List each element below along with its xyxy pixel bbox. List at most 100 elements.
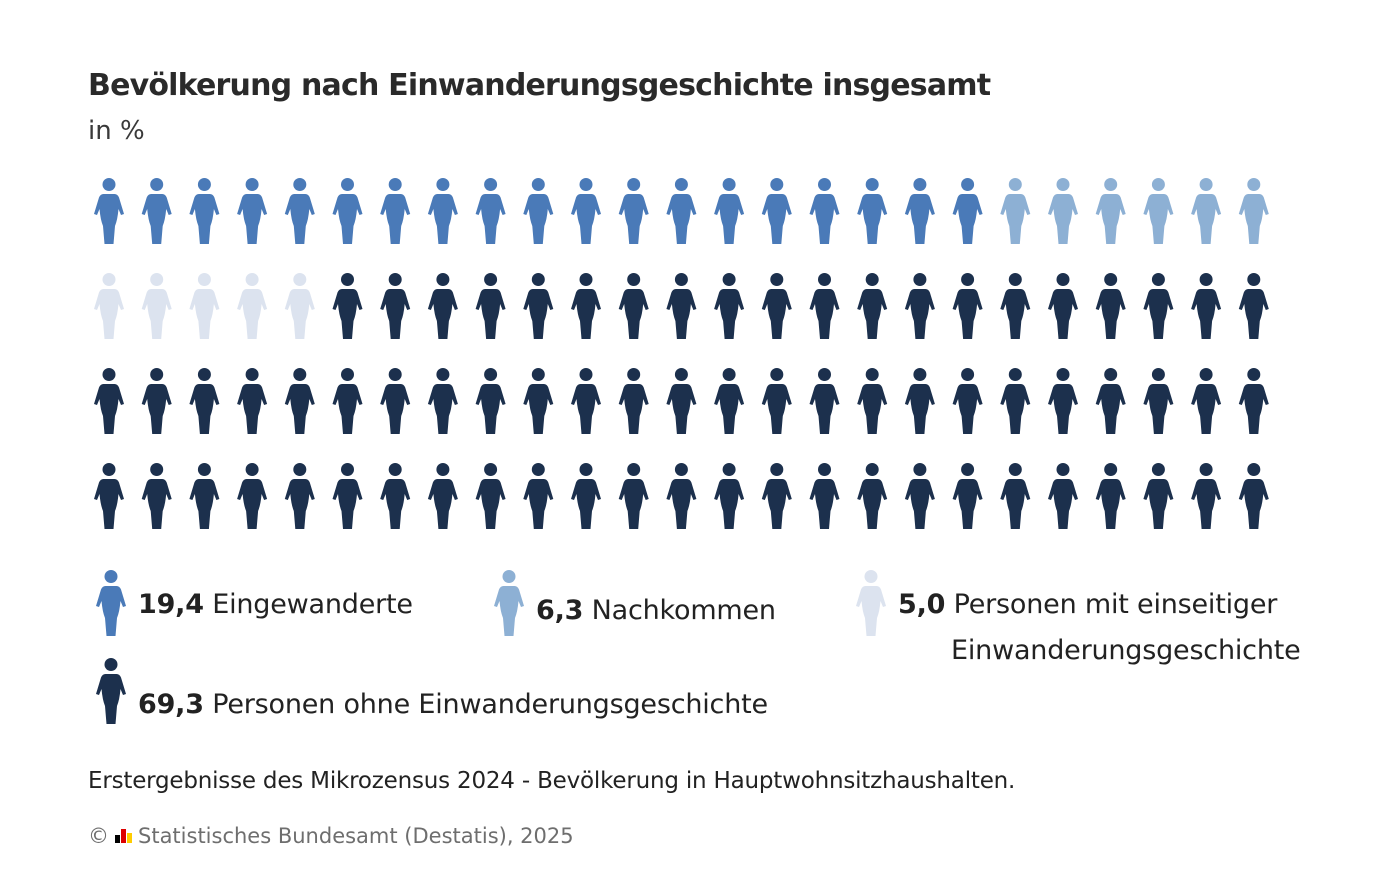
person-body: [96, 586, 126, 636]
person-head: [102, 178, 116, 191]
person-body: [857, 384, 888, 434]
person-head: [1056, 273, 1070, 286]
person-head: [484, 273, 498, 286]
person-icon: [1238, 368, 1269, 434]
person-icon: [618, 273, 649, 339]
person-icon: [475, 273, 506, 339]
person-body: [952, 194, 983, 244]
person-icon: [475, 368, 506, 434]
person-head: [1247, 463, 1261, 476]
person-body: [1048, 479, 1078, 529]
person-head: [865, 273, 879, 286]
person-head: [627, 178, 641, 191]
person-head: [293, 178, 307, 191]
person-body: [475, 479, 506, 529]
person-head: [436, 463, 450, 476]
logo-bar-red: [121, 829, 126, 843]
person-body: [189, 479, 220, 529]
person-icon: [1095, 463, 1126, 529]
person-body: [1143, 289, 1174, 339]
person-body: [94, 479, 124, 529]
person-body: [475, 194, 506, 244]
chart-title: Bevölkerung nach Einwanderungsgeschichte…: [88, 68, 991, 103]
person-body: [761, 289, 792, 339]
person-body: [571, 289, 601, 339]
person-icon: [189, 178, 220, 244]
person-icon: [857, 463, 888, 529]
person-body: [857, 479, 888, 529]
person-icon: [571, 463, 601, 529]
person-head: [293, 463, 307, 476]
person-body: [618, 479, 649, 529]
person-icon: [141, 178, 172, 244]
person-icon: [380, 463, 411, 529]
person-icon: [1095, 178, 1126, 244]
person-head: [102, 273, 116, 286]
person-icon: [141, 368, 172, 434]
person-icon: [237, 368, 268, 434]
person-head: [531, 463, 545, 476]
person-icon: [666, 178, 697, 244]
person-icon: [1191, 463, 1222, 529]
person-body: [141, 479, 172, 529]
person-body: [952, 289, 983, 339]
person-head: [531, 178, 545, 191]
person-icon: [523, 463, 554, 529]
person-head: [150, 178, 164, 191]
person-body: [1191, 194, 1222, 244]
person-body: [1048, 289, 1078, 339]
person-icon: [94, 463, 124, 529]
person-head: [913, 368, 927, 381]
person-icon: [1000, 368, 1031, 434]
person-icon: [237, 273, 268, 339]
person-icon: [761, 368, 792, 434]
person-head: [245, 273, 259, 286]
person-head: [1008, 463, 1022, 476]
person-head: [674, 368, 688, 381]
legend-label: Nachkommen: [591, 595, 776, 626]
person-icon: [666, 463, 697, 529]
person-head: [627, 273, 641, 286]
person-head: [865, 368, 879, 381]
person-body: [1238, 479, 1269, 529]
person-head: [436, 273, 450, 286]
person-icon: [1143, 273, 1174, 339]
person-head: [722, 273, 736, 286]
person-head: [961, 463, 975, 476]
destatis-logo-icon: [115, 829, 132, 843]
person-icon: [618, 463, 649, 529]
person-body: [94, 194, 124, 244]
person-icon: [618, 178, 649, 244]
person-head: [197, 178, 211, 191]
person-head: [104, 658, 118, 671]
person-body: [666, 384, 697, 434]
person-head: [1056, 463, 1070, 476]
person-icon: [666, 368, 697, 434]
person-head: [913, 273, 927, 286]
person-head: [865, 178, 879, 191]
person-head: [1247, 178, 1261, 191]
person-body: [237, 194, 268, 244]
person-icon: [380, 178, 411, 244]
person-head: [341, 463, 354, 476]
person-head: [341, 368, 354, 381]
person-head: [1199, 463, 1213, 476]
person-head: [150, 463, 164, 476]
person-body: [332, 194, 363, 244]
person-head: [818, 273, 831, 286]
legend-value: 69,3: [138, 689, 204, 720]
person-icon: [809, 368, 840, 434]
person-icon: [1191, 178, 1222, 244]
person-body: [952, 384, 983, 434]
person-body: [523, 194, 554, 244]
person-icon: [380, 368, 411, 434]
person-head: [770, 368, 784, 381]
person-head: [388, 368, 402, 381]
person-icon: [714, 368, 745, 434]
person-body: [666, 289, 697, 339]
person-body: [1095, 384, 1126, 434]
person-head: [818, 368, 831, 381]
person-body: [857, 289, 888, 339]
person-icon: [1000, 463, 1031, 529]
person-head: [627, 368, 641, 381]
